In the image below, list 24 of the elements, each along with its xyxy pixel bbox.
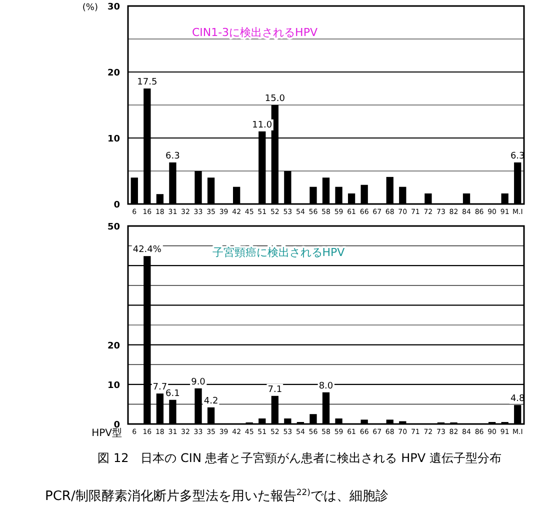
- y-tick-label: 50: [107, 222, 120, 232]
- y-axis-title: (%): [82, 3, 98, 13]
- data-label: 9.0: [191, 377, 206, 388]
- data-label: 6.3: [166, 151, 180, 162]
- y-tick-label: 20: [107, 341, 120, 352]
- data-label: 42.4%: [132, 245, 162, 256]
- y-tick-label: 10: [107, 134, 120, 144]
- text: PCR/制限酵素消化断片多型法を用いた報告$^{22)}$では、細胞診: [45, 487, 388, 504]
- data-label: 11.0: [252, 120, 272, 130]
- data-label: 7.1: [268, 384, 282, 395]
- caption: 図 12 日本の CIN 患者と子宮頸がん患者に検出される HPV 遺伝子型分布: [98, 451, 502, 465]
- data-label: 8.0: [318, 381, 334, 392]
- data-label: 17.5: [137, 78, 158, 88]
- data-label: 15.0: [264, 94, 286, 104]
- y-tick-label: 10: [107, 380, 120, 391]
- y-tick-label: 0: [114, 200, 120, 210]
- data-label: 4.2: [204, 396, 218, 406]
- y-tick-label: 30: [107, 2, 120, 12]
- text: 子宮頸癌に検出されるHPV: [212, 246, 346, 259]
- data-label: 6.1: [166, 388, 180, 399]
- x-axis-title: HPV型: [92, 427, 122, 439]
- y-tick-label: 20: [107, 68, 120, 78]
- data-label: 7.7: [152, 382, 168, 393]
- text: CIN1-3に検出されるHPV: [192, 26, 318, 39]
